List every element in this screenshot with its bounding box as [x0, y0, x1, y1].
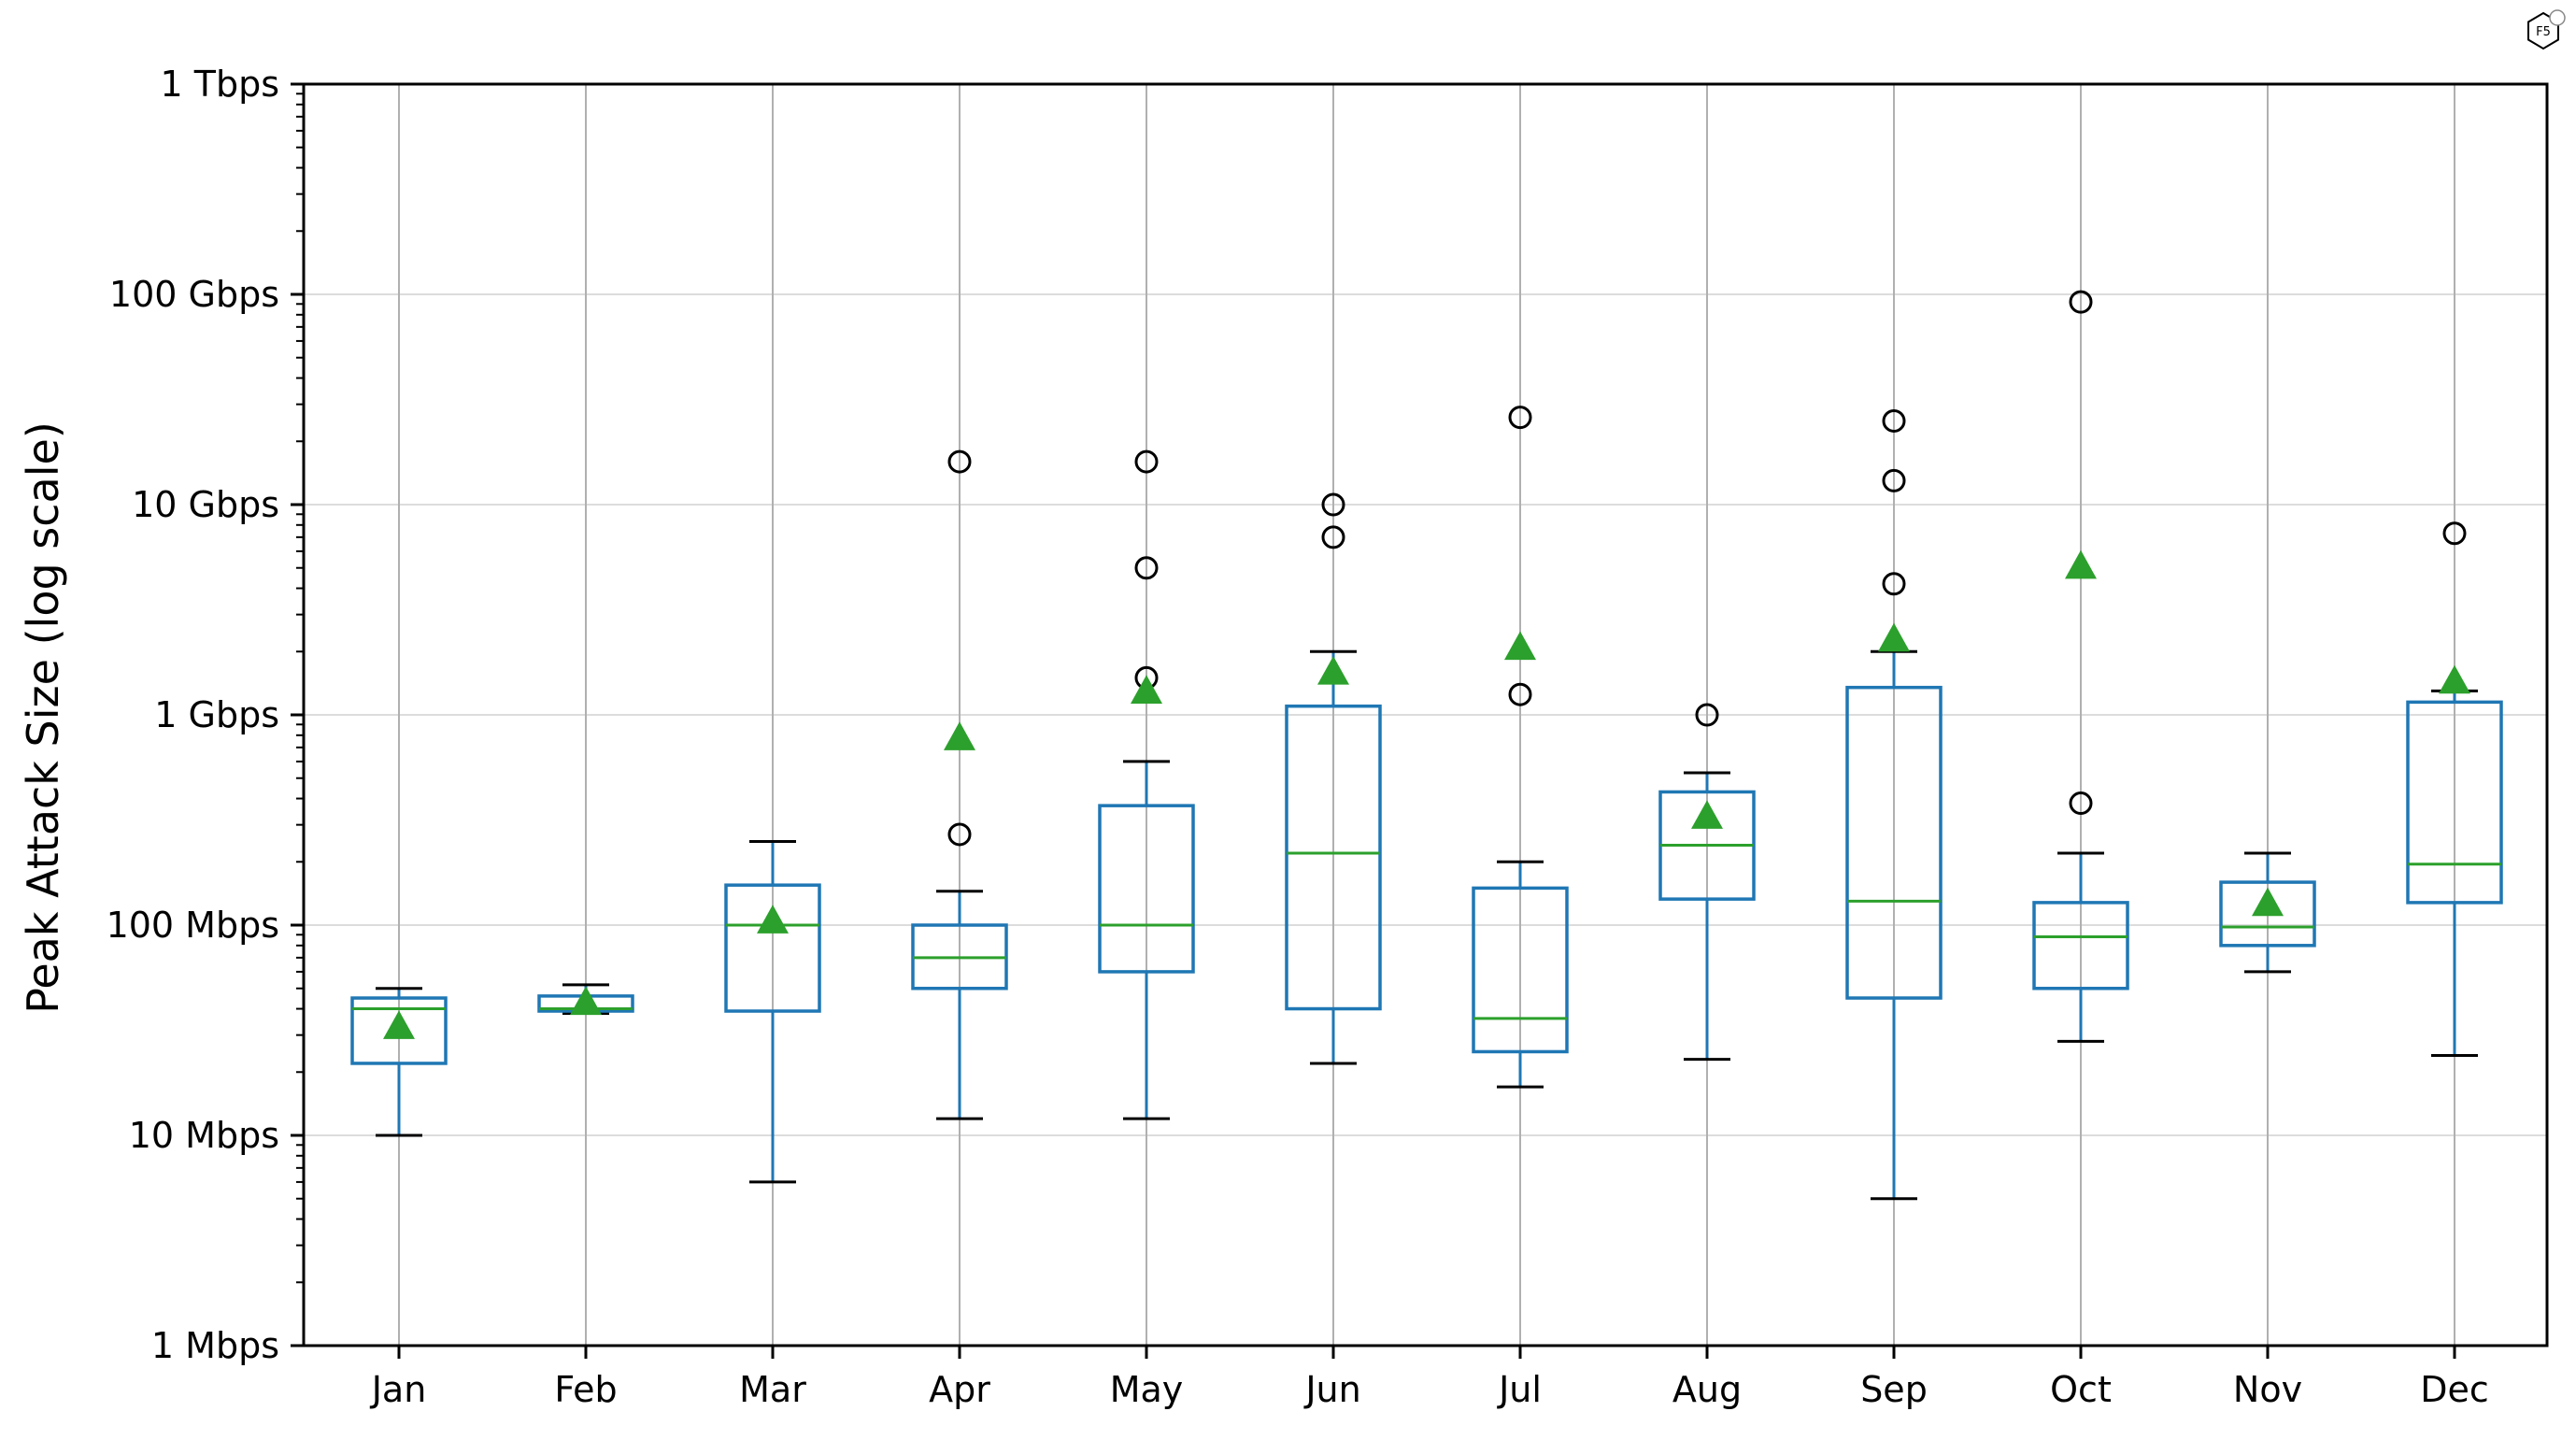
y-tick-label: 1 Mbps	[151, 1325, 279, 1366]
y-axis-title: Peak Attack Size (log scale)	[18, 421, 68, 1014]
box-mar	[724, 839, 821, 1184]
x-tick-label: Nov	[2233, 1369, 2302, 1410]
mean-marker	[1691, 800, 1723, 829]
outlier-point	[1134, 449, 1159, 474]
outlier-point	[1882, 572, 1906, 596]
outlier-point	[1508, 406, 1532, 430]
iqr-box	[2032, 901, 2129, 991]
iqr-box	[1098, 804, 1195, 974]
x-tick-label: Sep	[1860, 1369, 1928, 1410]
outlier-point	[1508, 682, 1532, 706]
outlier-point	[2442, 521, 2467, 546]
x-tick-label: Aug	[1672, 1369, 1742, 1410]
iqr-box	[350, 996, 448, 1065]
y-tick-label: 1 Gbps	[154, 694, 279, 735]
x-tick-label: Feb	[554, 1369, 617, 1410]
logo-text: F5	[2536, 25, 2551, 39]
outlier-point	[1882, 468, 1906, 492]
box-sep	[1845, 408, 1943, 1201]
mean-marker	[570, 986, 602, 1016]
grid-lines	[304, 83, 2547, 1347]
f5-logo-icon: F5	[2527, 9, 2566, 50]
x-tick-label: Jan	[370, 1369, 427, 1410]
outlier-point	[1695, 703, 1719, 727]
box-apr	[911, 449, 1008, 1120]
outlier-point	[2069, 290, 2093, 314]
x-tick-label: Dec	[2420, 1369, 2489, 1410]
box-may	[1098, 449, 1195, 1120]
iqr-box	[1472, 886, 1569, 1054]
x-tick-label: Jun	[1303, 1369, 1360, 1410]
iqr-box	[1285, 704, 1382, 1011]
iqr-box	[1845, 685, 1943, 1000]
outlier-point	[947, 822, 972, 847]
mean-marker	[1878, 622, 1910, 652]
box-feb	[537, 983, 634, 1016]
outlier-point	[1134, 556, 1159, 580]
mean-marker	[2065, 549, 2097, 579]
axes: 1 Mbps 10 Mbps 100 Mbps 1 Gbps 10 Gbps 100 Gb…	[107, 64, 2549, 1410]
x-tick-label: Mar	[739, 1369, 806, 1410]
x-tick-label: Oct	[2050, 1369, 2112, 1410]
outlier-point	[1321, 525, 1345, 549]
outlier-point	[1882, 408, 1906, 433]
x-tick-label: May	[1110, 1369, 1184, 1410]
outlier-point	[947, 449, 972, 474]
outlier-point	[1321, 492, 1345, 517]
box-oct	[2032, 290, 2129, 1043]
mean-marker	[1504, 631, 1536, 661]
box-jul	[1472, 406, 1569, 1089]
x-tick-label: Jul	[1497, 1369, 1542, 1410]
box-dec	[2406, 521, 2503, 1057]
mean-marker	[757, 905, 789, 934]
y-tick-label: 100 Mbps	[107, 905, 279, 946]
box-aug	[1658, 703, 1756, 1062]
box-jan	[350, 987, 448, 1137]
boxes	[350, 290, 2503, 1201]
y-tick-label: 100 Gbps	[109, 274, 279, 315]
mean-marker	[1317, 656, 1349, 685]
box-jun	[1285, 492, 1382, 1065]
mean-marker	[383, 1010, 415, 1039]
y-tick-label: 10 Mbps	[129, 1115, 279, 1156]
y-tick-label: 10 Gbps	[132, 484, 279, 525]
iqr-box	[2406, 700, 2503, 905]
iqr-box	[2219, 880, 2316, 948]
mean-marker	[1131, 675, 1162, 704]
box-nov	[2219, 851, 2316, 974]
x-tick-label: Apr	[929, 1369, 990, 1410]
iqr-box	[724, 883, 821, 1013]
y-tick-label: 1 Tbps	[160, 64, 279, 105]
mean-marker	[2252, 887, 2284, 917]
mean-marker	[2439, 664, 2470, 694]
mean-marker	[944, 721, 975, 750]
outlier-point	[2069, 791, 2093, 816]
